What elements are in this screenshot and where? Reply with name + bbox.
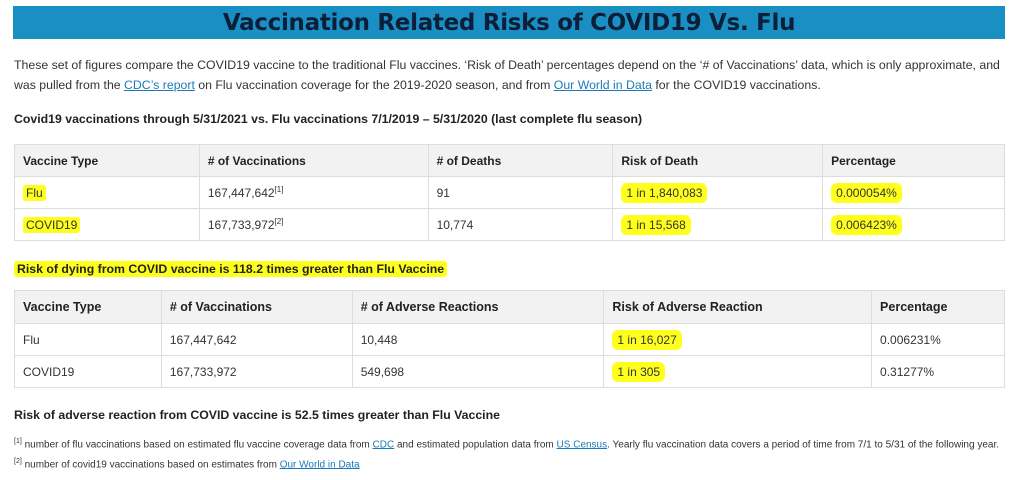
us-census-link[interactable]: US Census <box>556 439 608 451</box>
vaccinations-cell: 167,733,972 <box>207 218 275 232</box>
footnote-marker: [1] <box>14 438 22 445</box>
col-percentage: Percentage <box>871 290 1005 324</box>
intro-text-2: on Flu vaccination coverage for the 2019… <box>194 78 554 92</box>
page-title: Vaccination Related Risks of COVID19 Vs.… <box>222 9 796 36</box>
deaths-cell: 10,774 <box>427 208 614 241</box>
section1-heading: Covid19 vaccinations through 5/31/2021 v… <box>14 112 643 126</box>
risk-cell: 1 in 15,568 <box>621 214 691 235</box>
col-risk-of-death: Risk of Death <box>612 144 824 177</box>
intro-paragraph: These set of figures compare the COVID19… <box>14 55 1004 95</box>
our-world-in-data-link[interactable]: Our World in Data <box>279 459 360 471</box>
vaccine-type-cell: Flu <box>23 184 46 201</box>
footnote-text: number of flu vaccinations based on esti… <box>21 439 373 451</box>
vaccinations-cell: 167,733,972 <box>160 355 353 388</box>
footnote-text: . Yearly flu vaccination data covers a p… <box>607 439 1000 451</box>
section2-heading: Risk of dying from COVID vaccine is 118.… <box>14 261 448 277</box>
title-banner: Vaccination Related Risks of COVID19 Vs.… <box>13 6 1005 39</box>
footnote-ref: [2] <box>274 217 284 226</box>
footnote-2: [2] number of covid19 vaccinations based… <box>14 458 360 470</box>
risk-cell: 1 in 1,840,083 <box>621 182 708 203</box>
intro-text-1: These set of figures compare the COVID19… <box>14 58 1000 92</box>
table-header-row: Vaccine Type # of Vaccinations # of Adve… <box>14 290 1005 324</box>
death-risk-summary: Risk of dying from COVID vaccine is 118.… <box>14 261 448 277</box>
vaccine-type-cell: COVID19 <box>14 355 162 388</box>
col-risk-of-adverse-reaction: Risk of Adverse Reaction <box>603 290 873 324</box>
adverse-reaction-table: Vaccine Type # of Vaccinations # of Adve… <box>14 290 1005 388</box>
risk-cell: 1 in 305 <box>612 361 666 382</box>
intro-text-3: for the COVID19 vaccinations. <box>651 78 821 92</box>
risk-cell: 1 in 16,027 <box>612 329 682 350</box>
percentage-cell: 0.000054% <box>831 182 902 203</box>
percentage-cell: 0.006231% <box>871 323 1005 356</box>
table-row: COVID19 167,733,972[2] 10,774 1 in 15,56… <box>14 208 1005 241</box>
col-vaccine-type: Vaccine Type <box>14 290 162 324</box>
col-deaths: # of Deaths <box>427 144 614 177</box>
cdc-link[interactable]: CDC <box>372 439 395 451</box>
table-row: Flu 167,447,642[1] 91 1 in 1,840,083 0.0… <box>14 176 1005 209</box>
section3-heading: Risk of adverse reaction from COVID vacc… <box>14 408 500 422</box>
footnote-text: and estimated population data from <box>394 439 557 451</box>
col-percentage: Percentage <box>822 144 1005 177</box>
percentage-cell: 0.31277% <box>871 355 1005 388</box>
vaccinations-cell: 167,447,642 <box>160 323 353 356</box>
col-adverse-reactions: # of Adverse Reactions <box>351 290 605 324</box>
col-vaccinations: # of Vaccinations <box>160 290 353 324</box>
table-row: Flu 167,447,642 10,448 1 in 16,027 0.006… <box>14 323 1005 356</box>
reactions-cell: 549,698 <box>351 355 605 388</box>
deaths-cell: 91 <box>427 176 614 209</box>
footnote-text: number of covid19 vaccinations based on … <box>21 459 280 471</box>
vaccine-type-cell: Flu <box>14 323 162 356</box>
footnote-marker: [2] <box>14 458 22 465</box>
table-row: COVID19 167,733,972 549,698 1 in 305 0.3… <box>14 355 1005 388</box>
col-vaccinations: # of Vaccinations <box>198 144 429 177</box>
reactions-cell: 10,448 <box>351 323 605 356</box>
footnote-1: [1] number of flu vaccinations based on … <box>14 438 999 450</box>
table-header-row: Vaccine Type # of Vaccinations # of Deat… <box>14 144 1005 177</box>
cdc-report-link[interactable]: CDC’s report <box>124 78 195 92</box>
col-vaccine-type: Vaccine Type <box>14 144 200 177</box>
our-world-in-data-link[interactable]: Our World in Data <box>553 78 652 92</box>
percentage-cell: 0.006423% <box>831 214 902 235</box>
vaccinations-cell: 167,447,642 <box>207 186 275 200</box>
footnote-ref: [1] <box>274 185 284 194</box>
vaccine-type-cell: COVID19 <box>23 216 81 233</box>
death-risk-table: Vaccine Type # of Vaccinations # of Deat… <box>14 144 1005 241</box>
